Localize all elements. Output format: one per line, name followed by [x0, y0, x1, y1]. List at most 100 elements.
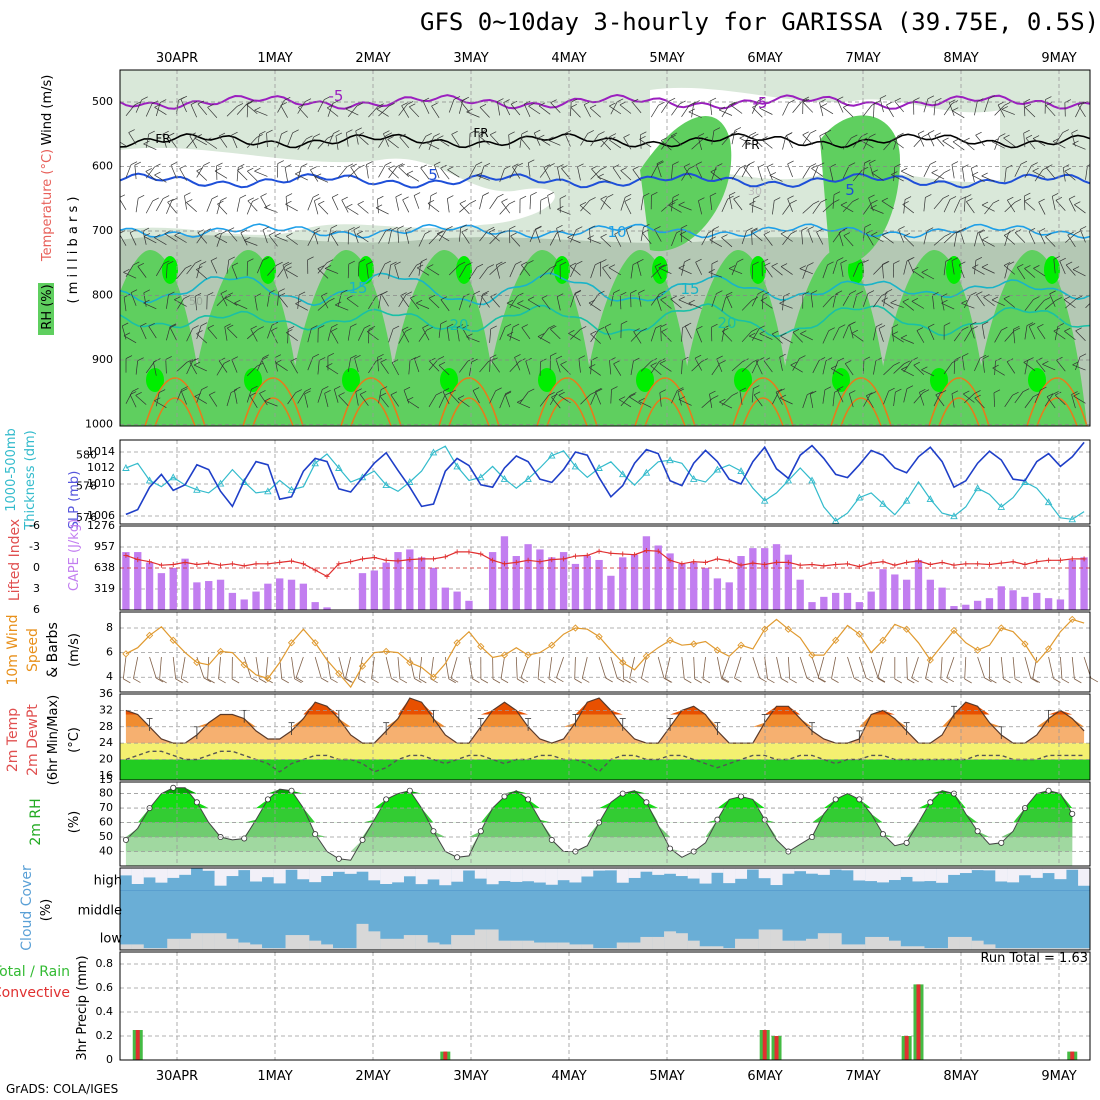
- thickness-point: [382, 481, 390, 489]
- lifted-point: [904, 559, 910, 565]
- wind-barb: [654, 229, 662, 242]
- wind10-barb: [657, 656, 665, 679]
- rh2m-point: [501, 793, 508, 800]
- wind-barb-flag: [376, 105, 383, 110]
- wind-barb: [318, 203, 329, 215]
- wind-barb: [479, 195, 484, 210]
- wind-barb: [780, 335, 793, 344]
- wind-barb: [317, 360, 320, 375]
- wind-barb: [650, 327, 656, 342]
- wind-barb-flag: [878, 325, 886, 329]
- wind-barb: [959, 264, 965, 279]
- wind10-point: [666, 636, 674, 644]
- wind-barb: [564, 133, 571, 147]
- wind-barb-flag: [954, 230, 961, 234]
- wind-barb: [448, 99, 455, 113]
- pressure-tick-label: 900: [92, 353, 113, 366]
- wind-barb-flag: [602, 264, 609, 269]
- wind10-barb: [664, 656, 671, 679]
- wind-barb: [196, 389, 202, 403]
- cloud-low-bar: [912, 946, 925, 950]
- wind-barb: [254, 170, 268, 177]
- wind-barb-flag: [1037, 323, 1044, 328]
- wind-barb: [812, 165, 819, 179]
- wind-barb-flag: [871, 169, 878, 174]
- wind-barb: [1065, 233, 1077, 243]
- wind-barb: [506, 302, 521, 309]
- wind-barb: [1075, 330, 1086, 341]
- wind-barb: [488, 231, 500, 242]
- wind-barb: [974, 358, 981, 372]
- cape-bar: [228, 592, 237, 610]
- wind-barb-flag: [600, 195, 607, 200]
- date-label-bottom: 1MAY: [257, 1069, 292, 1084]
- wind-barb: [458, 265, 467, 278]
- wind-barb: [438, 395, 446, 408]
- wind10-barb: [159, 656, 162, 679]
- lifted-point: [395, 558, 401, 564]
- wind-barb: [1023, 362, 1036, 371]
- wind-barb: [388, 328, 394, 343]
- wind-barb: [555, 359, 561, 373]
- wind-barb-flag: [1052, 193, 1059, 197]
- cloud-low-bar: [806, 938, 819, 950]
- wind-barb-flag: [863, 356, 871, 361]
- lifted-point: [797, 562, 803, 568]
- wind-barb-flag: [368, 326, 376, 330]
- wind-barb-flag: [214, 232, 221, 237]
- wind-barb: [698, 200, 703, 215]
- wind-barb: [550, 328, 561, 340]
- rh2m-point: [903, 839, 910, 846]
- wind-barb-flag: [282, 261, 290, 266]
- wind-barb-flag: [891, 171, 898, 175]
- wind-barb: [852, 136, 862, 148]
- thickness-point: [666, 456, 674, 464]
- wind-barb-flag: [712, 395, 719, 399]
- wind10-point: [193, 658, 201, 667]
- cape-tick-label: 1276: [87, 519, 115, 532]
- wind10-barb: [964, 656, 967, 679]
- wind-barb: [933, 236, 945, 246]
- wind-barb: [731, 130, 736, 145]
- wind-barb: [709, 196, 713, 211]
- rh-saturated-area: [162, 256, 178, 284]
- wind-barb-flag: [499, 261, 507, 266]
- wind-barb: [466, 336, 480, 343]
- wind-barb: [862, 136, 870, 150]
- cloud-high-gap: [936, 868, 949, 883]
- wind10-barb-flag: [894, 678, 902, 684]
- wind-barb-flag: [680, 224, 688, 229]
- wind-barb: [963, 393, 975, 403]
- wind10-barb-flag: [344, 677, 352, 683]
- cape-bar: [240, 599, 248, 610]
- wind-barb: [1013, 329, 1016, 344]
- wind-barb-flag: [326, 259, 334, 263]
- wind-barb: [893, 363, 905, 374]
- wind-barb: [1014, 391, 1024, 404]
- lifted-point: [1057, 557, 1063, 563]
- cloud-low-bar: [888, 940, 901, 950]
- lifted-point: [158, 562, 164, 568]
- wind-barb: [577, 166, 581, 181]
- wind-barb-flag: [724, 324, 731, 329]
- wind-barb: [822, 360, 827, 375]
- wind-barb-flag: [167, 260, 174, 265]
- rh2m-point: [288, 787, 295, 794]
- wind-barb: [447, 169, 460, 178]
- wind-barb: [602, 267, 612, 280]
- wind-barb: [346, 206, 359, 215]
- wind-barb-flag: [262, 354, 270, 359]
- wind-barb: [307, 136, 315, 150]
- wind-barb: [935, 394, 945, 407]
- cloud-low-label: low: [100, 932, 123, 947]
- wind-barb-flag: [672, 194, 680, 198]
- wind-barb: [503, 102, 511, 116]
- wind10-barb: [940, 656, 943, 679]
- wind-barb: [226, 392, 232, 407]
- lifted-point: [821, 563, 827, 569]
- cloud-low-bar: [723, 948, 736, 950]
- wind-barb: [354, 358, 359, 372]
- wind-barb-flag: [476, 263, 484, 268]
- lifted-point: [466, 549, 472, 555]
